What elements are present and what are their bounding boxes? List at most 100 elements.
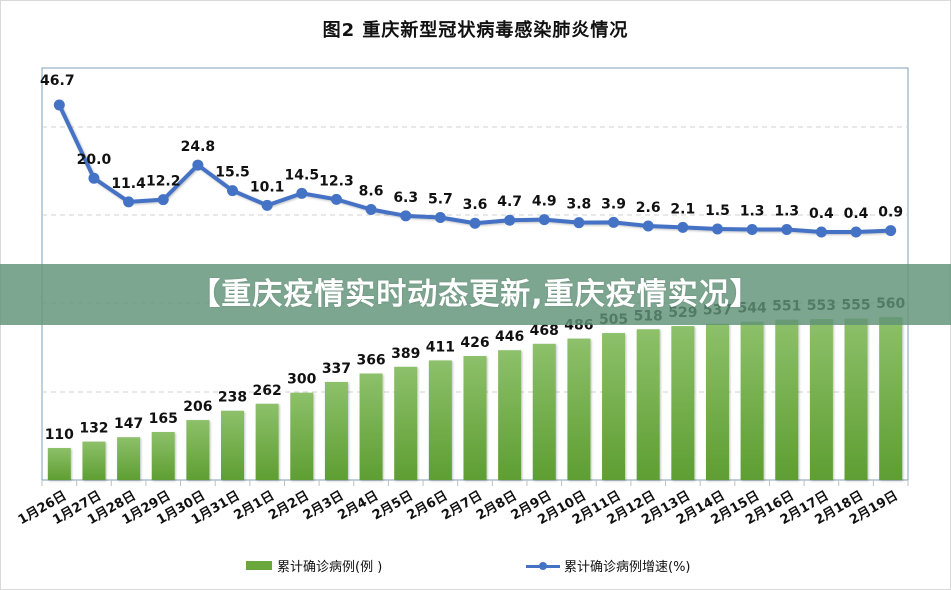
overlay-banner-text: 【重庆疫情实时动态更新,重庆疫情实况】 (190, 277, 761, 312)
legend-bar-label: 累计确诊病例(例 ) (277, 560, 383, 575)
line-marker (815, 226, 827, 238)
line-value-label: 0.9 (878, 205, 903, 221)
bar (151, 431, 175, 480)
line-marker (261, 199, 273, 211)
line-marker (573, 217, 585, 229)
line-value-label: 12.3 (319, 173, 354, 189)
bar (324, 381, 348, 480)
line-marker (850, 226, 862, 238)
bar (532, 343, 556, 480)
bar (82, 441, 106, 480)
bar (290, 392, 314, 480)
bar-value-label: 262 (253, 383, 282, 399)
line-value-label: 4.9 (532, 194, 557, 210)
line-marker (192, 159, 204, 171)
bar-value-label: 206 (183, 399, 212, 415)
bar-value-label: 411 (426, 339, 455, 355)
line-data-labels: 46.7 20.0 11.4 12.2 24.8 15.510.114.5 12.3 8.6 6… (40, 73, 903, 222)
legend-item-bar: 累计确诊病例(例 ) (246, 556, 382, 575)
bar (671, 326, 695, 480)
bar (47, 447, 71, 480)
bar (567, 338, 591, 480)
line-value-label: 3.8 (567, 197, 592, 213)
line-marker (88, 172, 100, 184)
line-marker (400, 210, 412, 222)
line-marker (157, 194, 169, 206)
line-value-label: 2.6 (636, 200, 661, 216)
x-axis-ticks (41, 480, 909, 486)
line-marker (746, 224, 758, 236)
line-value-label: 5.7 (428, 191, 453, 207)
bar (428, 360, 452, 480)
bar (117, 437, 141, 480)
line-value-label: 24.8 (181, 139, 216, 155)
line-marker (53, 99, 65, 111)
bar-value-label: 366 (356, 352, 385, 368)
bar-value-label: 300 (287, 372, 316, 388)
bar-value-label: 165 (149, 411, 178, 427)
line-marker (504, 214, 516, 226)
bar-value-label: 132 (79, 421, 108, 437)
line-marker (642, 220, 654, 232)
bar-value-label: 446 (495, 329, 524, 345)
bar (844, 318, 868, 480)
bar (186, 420, 210, 480)
line-value-label: 11.4 (111, 176, 146, 192)
line-marker (677, 221, 689, 233)
line-series (53, 99, 897, 238)
bar (359, 373, 383, 480)
line-value-label: 2.1 (670, 201, 695, 217)
bar-value-label: 468 (530, 323, 559, 339)
legend-line-label: 累计确诊病例增速(%) (564, 560, 691, 575)
bar (221, 410, 245, 480)
chart-title: 图2 重庆新型冠状病毒感染肺炎情况 (322, 20, 629, 41)
line-value-label: 10.1 (250, 179, 285, 195)
line-value-label: 3.9 (601, 196, 626, 212)
line-marker (538, 214, 550, 226)
x-axis-labels: 1月26日1月27日1月28日1月29日1月30日1月31日2月1日2月2日2月… (16, 488, 901, 528)
line-marker (365, 204, 377, 216)
legend-item-line: 累计确诊病例增速(%) (526, 556, 691, 575)
bar-series (47, 317, 903, 480)
bar (602, 333, 626, 480)
bar-value-label: 110 (45, 427, 74, 443)
line-marker (330, 193, 342, 205)
bar (498, 350, 522, 480)
bar (740, 321, 764, 480)
bar-value-label: 337 (322, 361, 351, 377)
line-value-label: 6.3 (393, 190, 418, 206)
line-marker (296, 187, 308, 199)
legend-line-marker-icon (526, 559, 560, 573)
bar-value-label: 389 (391, 346, 420, 362)
line-value-label: 15.5 (215, 165, 250, 181)
line-marker (227, 185, 239, 197)
line-marker (781, 224, 793, 236)
bar (255, 403, 279, 480)
bar-value-label: 238 (218, 390, 247, 406)
bar (394, 366, 418, 480)
bar-value-label: 147 (114, 416, 143, 432)
line-value-label: 1.3 (774, 204, 799, 220)
line-value-label: 14.5 (285, 167, 320, 183)
line-marker (434, 211, 446, 223)
line-value-label: 8.6 (359, 184, 384, 200)
bar (775, 319, 799, 480)
line-marker (469, 217, 481, 229)
bar (879, 317, 903, 480)
bar-value-label: 426 (460, 335, 489, 351)
bar (463, 356, 487, 480)
line-value-label: 0.4 (809, 206, 834, 222)
legend-bar-swatch-icon (246, 561, 272, 570)
overlay-banner (0, 264, 951, 325)
bar (636, 329, 660, 480)
line-marker (885, 225, 897, 237)
line-marker (711, 223, 723, 235)
line-value-label: 3.6 (463, 197, 488, 213)
line-value-label: 1.3 (740, 204, 765, 220)
line-value-label: 20.0 (77, 152, 112, 168)
line-marker (123, 196, 135, 208)
line-value-label: 4.7 (497, 194, 522, 210)
line-value-label: 12.2 (146, 174, 181, 190)
line-value-label: 46.7 (40, 73, 75, 89)
